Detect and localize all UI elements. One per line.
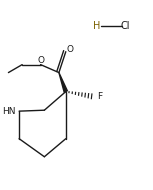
- Text: F: F: [97, 92, 102, 101]
- Text: HN: HN: [2, 107, 16, 116]
- Text: Cl: Cl: [121, 21, 130, 31]
- Polygon shape: [59, 73, 67, 93]
- Text: H: H: [93, 21, 101, 31]
- Text: O: O: [67, 45, 74, 54]
- Text: O: O: [37, 56, 44, 65]
